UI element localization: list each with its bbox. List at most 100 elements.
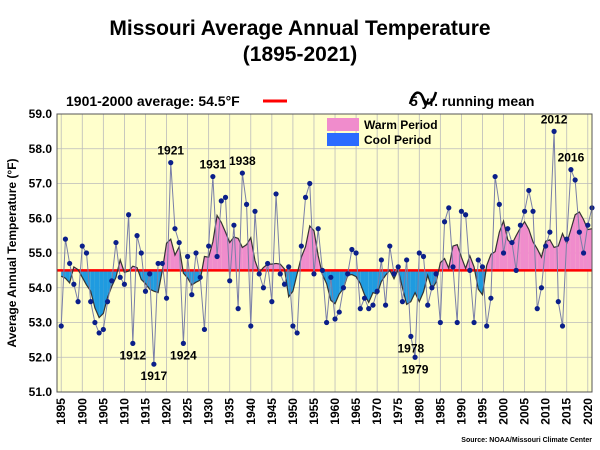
data-point [492,173,498,180]
data-point [547,229,553,235]
data-point [62,236,69,242]
data-point [311,271,317,277]
data-point [269,299,275,305]
annotation-label: 1938 [229,154,256,168]
data-point [526,187,532,194]
warm-fill [524,221,529,271]
data-point [121,281,128,287]
warm-fill [570,214,576,271]
x-tick-label: 1930 [202,398,216,425]
data-point [521,208,528,214]
data-point [580,250,587,256]
data-point [147,271,153,277]
warm-fill [452,244,458,271]
warm-fill [541,241,546,271]
legend-label: Warm Period [364,118,438,132]
data-point [265,260,271,267]
warm-fill [495,232,500,271]
cool-fill [90,270,95,308]
x-tick-label: 1910 [117,398,131,425]
data-point [509,239,515,246]
x-tick-label: 1990 [454,398,468,425]
data-point [206,243,212,249]
data-point [395,264,401,270]
data-point [433,271,439,277]
annotation-label: 1921 [157,144,184,158]
data-point [484,323,490,329]
x-tick-label: 1945 [265,398,279,425]
cool-fill [65,270,70,283]
data-point [454,319,460,326]
data-point [155,260,161,267]
data-point [463,212,469,218]
data-point [96,330,102,336]
baseline-legend: 1901-2000 average: 54.5°F [66,93,240,109]
source-note: Source: NOAA/Missouri Climate Center [461,437,592,444]
data-point [189,292,195,298]
data-point [353,250,359,256]
y-tick-label: 54.0 [29,281,53,295]
data-point [517,222,523,228]
data-point [513,267,519,273]
warm-fill [305,225,310,271]
x-tick-label: 1940 [244,398,258,425]
data-point [429,285,435,291]
data-point [420,253,427,260]
x-tick-label: 2010 [539,398,553,425]
data-point [159,260,165,267]
data-point [109,278,115,284]
warm-fill [301,246,306,271]
data-point [201,326,208,333]
data-point [505,226,511,232]
data-point [71,281,77,287]
baseline-legend-label: 1901-2000 average: 54.5°F [66,93,240,109]
y-tick-label: 59.0 [29,107,53,121]
data-point [290,323,296,329]
cool-fill [82,270,87,285]
data-point [374,288,380,294]
x-tick-label: 1955 [307,398,321,425]
data-point [92,319,98,326]
data-point [500,250,507,256]
data-point [425,302,431,308]
x-tick-label: 1935 [223,398,237,425]
data-point [345,271,351,277]
cool-fill [364,270,369,303]
cool-fill [94,270,100,318]
warm-fill [537,248,542,271]
data-point [572,177,578,183]
running-mean-legend: 5 yr. running mean [410,93,534,109]
warm-fill [208,241,213,271]
data-point [286,264,292,270]
data-point [450,264,456,270]
warm-fill [507,239,512,271]
data-point [172,226,178,232]
data-point [530,208,536,214]
data-point [243,201,250,207]
data-point [79,243,85,249]
data-point [210,173,216,180]
warm-fill [221,222,226,271]
legend-swatch [327,133,359,146]
cool-fill [478,270,483,295]
data-point [387,243,393,249]
warm-fill [503,221,508,271]
y-tick-label: 56.0 [29,211,53,225]
legend-swatch [327,118,359,131]
cool-fill [99,270,104,318]
data-point [534,306,540,312]
x-tick-label: 1975 [391,398,405,425]
x-tick-label: 1970 [370,398,384,425]
data-point [83,250,90,256]
data-point [496,201,502,207]
data-point [370,302,376,308]
annotation-label: 2016 [558,151,585,165]
x-tick-label: 1920 [160,398,174,425]
data-point [88,299,94,305]
y-tick-label: 57.0 [29,177,53,191]
running-mean-line [60,211,593,319]
x-tick-label: 1900 [75,398,89,425]
data-point [142,288,149,294]
data-point [568,167,574,173]
plot-border [56,113,593,393]
